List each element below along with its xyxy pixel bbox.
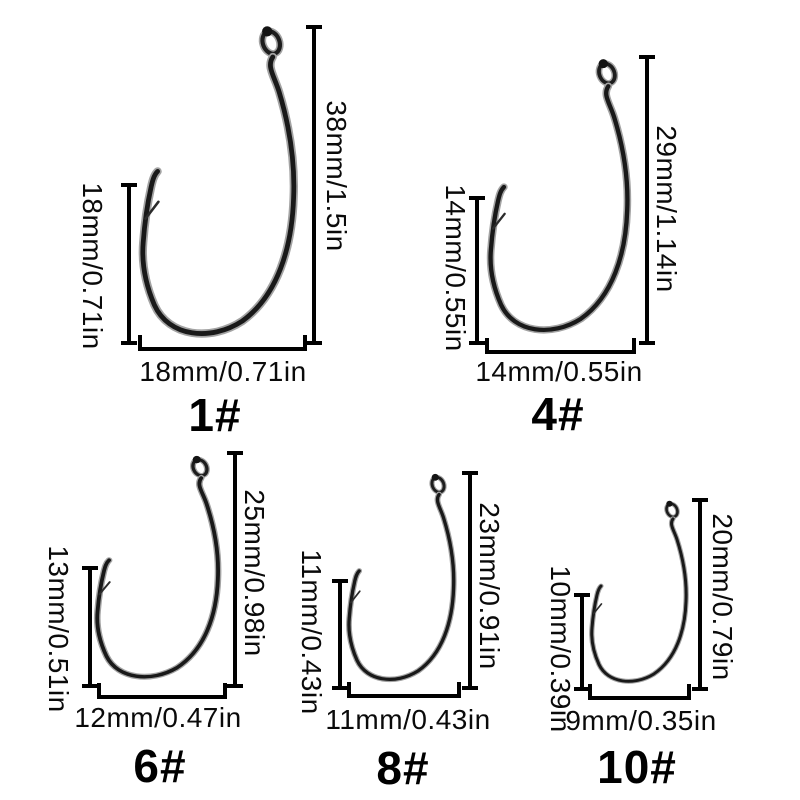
hook-size-label: 8# (376, 742, 430, 794)
width-dimension-label: 18mm/0.71in (139, 356, 307, 387)
gap-dimension-line (332, 579, 348, 690)
width-dimension-label: 9mm/0.35in (565, 705, 717, 736)
hook-size-label: 1# (188, 389, 242, 441)
fishing-hook-image (138, 26, 299, 338)
length-dimension-line (306, 25, 322, 345)
gap-dimension-line (121, 183, 137, 345)
length-dimension-line (227, 451, 243, 688)
length-dimension-line (692, 498, 708, 691)
length-dimension-line (639, 55, 655, 345)
width-dimension-line (588, 684, 691, 700)
width-dimension-label: 11mm/0.43in (325, 704, 491, 735)
width-dimension-label: 14mm/0.55in (475, 356, 643, 387)
length-dimension-label: 20mm/0.79in (707, 513, 738, 681)
hook-size-label: 10# (597, 741, 677, 793)
width-dimension-label: 12mm/0.47in (74, 702, 242, 733)
fishing-hook-image (346, 473, 457, 683)
fishing-hook-image (486, 59, 632, 334)
width-dimension-line (485, 338, 636, 354)
fishing-hook-image (93, 455, 222, 680)
width-dimension-line (347, 682, 461, 698)
width-dimension-line (97, 683, 227, 699)
gap-dimension-line (82, 566, 98, 688)
length-dimension-line (462, 471, 478, 690)
hook-size-label: 6# (133, 740, 187, 792)
fishing-hook-image (589, 500, 689, 684)
gap-dimension-line (574, 593, 590, 691)
hook-size-label: 4# (531, 388, 585, 440)
width-dimension-line (138, 335, 307, 351)
gap-dimension-line (469, 196, 485, 345)
